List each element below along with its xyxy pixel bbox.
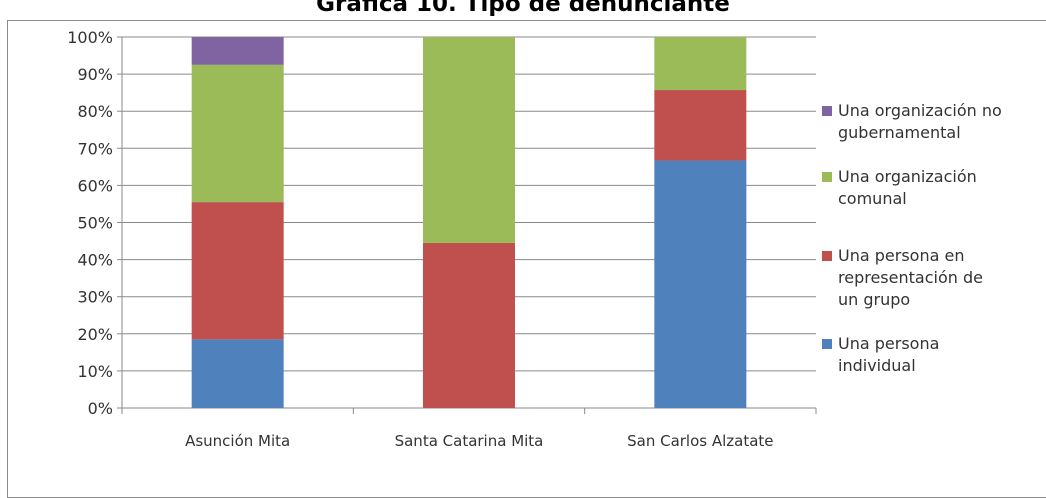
y-tick-label: 0% [88, 399, 113, 418]
legend-swatch [822, 172, 832, 182]
y-tick-label: 70% [77, 139, 113, 158]
legend-item-ngo: Una organización no gubernamental [822, 100, 1008, 144]
y-tick-label: 10% [77, 362, 113, 381]
chart-title: Gráfica 10. Tipo de denunciante [316, 0, 730, 17]
y-tick-label: 30% [77, 288, 113, 307]
legend-item-individual: Una persona individual [822, 333, 1008, 377]
bar-segment [423, 37, 515, 243]
y-tick-label: 60% [77, 176, 113, 195]
bar-segment [191, 339, 284, 408]
bar-segment [654, 90, 747, 161]
legend-swatch [822, 251, 832, 261]
y-tick-label: 80% [77, 102, 113, 121]
y-tick-label: 90% [77, 65, 113, 84]
legend-item-comunal: Una organización comunal [822, 166, 1008, 210]
bar-segment [423, 242, 515, 408]
bar-segment [191, 64, 284, 203]
bar-segment [654, 160, 747, 408]
x-tick-label: Asunción Mita [185, 432, 290, 450]
bar-segment [191, 37, 284, 65]
legend-swatch [822, 339, 832, 349]
x-tick-label: San Carlos Alzatate [627, 432, 773, 450]
legend-label: Una persona en representación de un grup… [838, 246, 983, 309]
y-tick-label: 40% [77, 251, 113, 270]
y-tick-label: 20% [77, 325, 113, 344]
bar-segment [191, 202, 284, 340]
x-tick-label: Santa Catarina Mita [395, 432, 544, 450]
legend-item-grupo: Una persona en representación de un grup… [822, 245, 1008, 311]
legend-label: Una organización no gubernamental [838, 101, 1002, 142]
legend-label: Una organización comunal [838, 167, 977, 208]
bar-segment [654, 37, 747, 91]
y-tick-label: 100% [67, 28, 113, 47]
y-tick-label: 50% [77, 214, 113, 233]
legend-swatch [822, 106, 832, 116]
legend-label: Una persona individual [838, 334, 940, 375]
